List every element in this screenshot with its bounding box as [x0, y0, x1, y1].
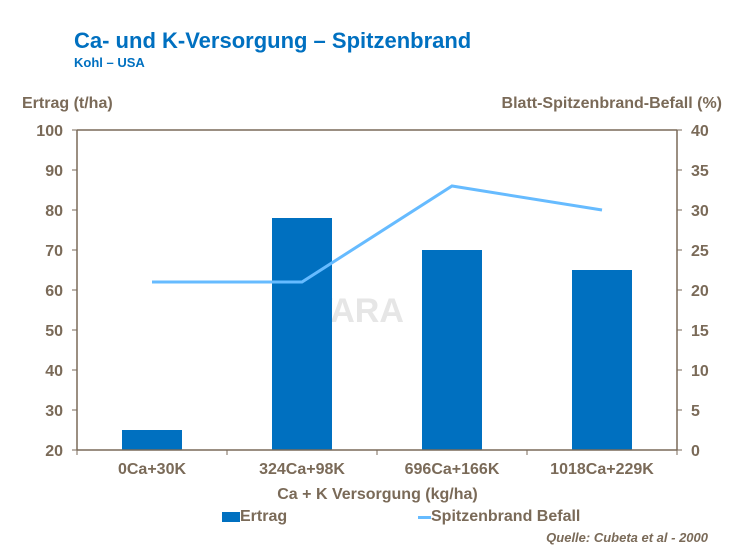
x-tick-label: 1018Ca+229K [550, 461, 654, 478]
legend-bar-swatch-icon [222, 512, 240, 522]
y-tick-label: 80 [45, 203, 63, 220]
bar-ertrag [572, 270, 632, 450]
y2-tick-label: 30 [691, 203, 709, 220]
y2-tick-label: 40 [691, 123, 709, 140]
y2-axis-label: Blatt-Spitzenbrand-Befall (%) [501, 95, 722, 112]
legend-item-ertrag: Ertrag [222, 508, 287, 526]
x-tick-label: 696Ca+166K [405, 461, 500, 478]
bar-ertrag [122, 430, 182, 450]
bar-ertrag [422, 250, 482, 450]
y2-tick-label: 15 [691, 323, 709, 340]
y-tick-label: 50 [45, 323, 63, 340]
line-befall [152, 184, 603, 284]
y-tick-label: 30 [45, 403, 63, 420]
chart-subtitle: Kohl – USA [74, 55, 145, 70]
y2-tick-label: 25 [691, 243, 709, 260]
y2-tick-label: 20 [691, 283, 709, 300]
legend-label: Ertrag [240, 508, 288, 525]
y2-tick-label: 35 [691, 163, 709, 180]
y-tick-label: 90 [45, 163, 63, 180]
legend-label: Spitzenbrand Befall [431, 508, 581, 525]
y2-tick-label: 10 [691, 363, 709, 380]
y-tick-label: 60 [45, 283, 63, 300]
y-axis-label: Ertrag (t/ha) [22, 95, 113, 112]
chart-title: Ca- und K-Versorgung – Spitzenbrand [74, 28, 472, 53]
x-axis-label: Ca + K Versorgung (kg/ha) [277, 486, 478, 503]
y-tick-label: 20 [45, 443, 63, 460]
legend-item-befall: Spitzenbrand Befall [418, 508, 580, 526]
x-tick-label: 0Ca+30K [118, 461, 186, 478]
y-tick-label: 40 [45, 363, 63, 380]
bar-ertrag [272, 218, 332, 450]
y-tick-label: 70 [45, 243, 63, 260]
y-tick-label: 100 [36, 123, 63, 140]
x-tick-label: 324Ca+98K [259, 461, 345, 478]
y2-tick-label: 5 [691, 403, 700, 420]
legend-line-swatch-icon [418, 515, 431, 519]
source-note: Quelle: Cubeta et al - 2000 [546, 530, 708, 545]
y2-tick-label: 0 [691, 443, 700, 460]
